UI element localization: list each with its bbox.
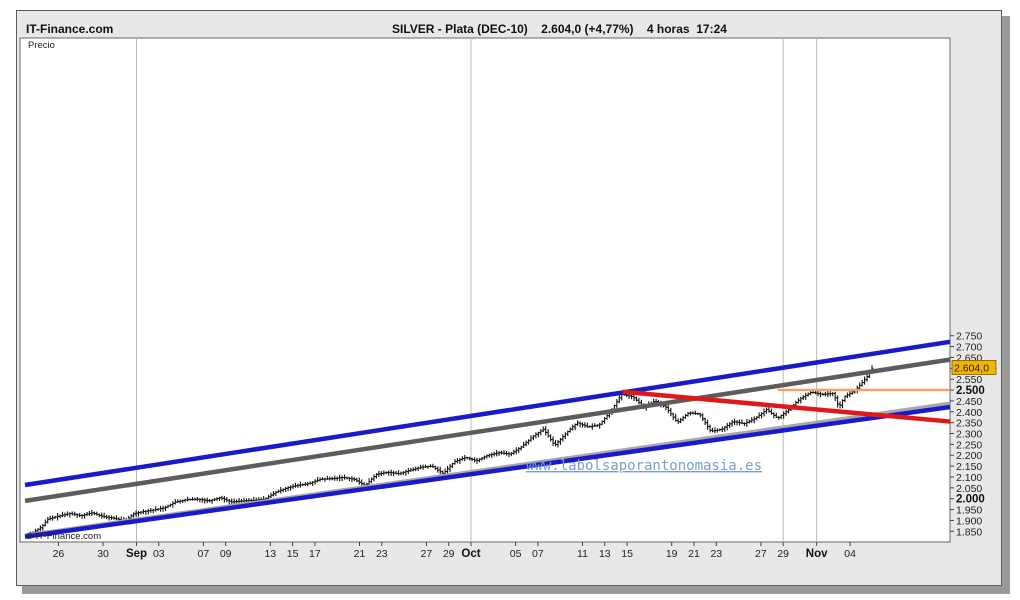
ticker-line: SILVER - Plata (DEC-10) 2.604,0 (+4,77%)…	[392, 22, 727, 36]
y-tick-label: 2.250	[956, 439, 982, 451]
x-tick-label: 03	[153, 548, 165, 560]
trendline-lower-channel	[24, 404, 951, 539]
y-tick-label: 2.400	[956, 407, 982, 419]
x-tick-label: 26	[53, 548, 65, 560]
x-tick-label: 27	[421, 548, 433, 560]
x-tick-label: 05	[510, 548, 522, 560]
y-tick-label: 2.700	[956, 342, 982, 354]
y-tick-label: 2.350	[956, 418, 982, 430]
y-tick-label: 2.300	[956, 429, 982, 441]
trendline-downtrend	[622, 389, 951, 424]
plot-area	[19, 37, 951, 543]
copyright-label: © IT-Finance.com	[26, 531, 101, 542]
panel-label: Precio	[28, 40, 55, 51]
x-tick-label: 15	[287, 548, 299, 560]
x-tick-label: 19	[666, 548, 678, 560]
candles	[28, 365, 874, 537]
x-tick-label: 09	[220, 548, 232, 560]
x-tick-label: 21	[354, 548, 366, 560]
x-tick-label: 13	[599, 548, 611, 560]
x-tick-label: 17	[309, 548, 321, 560]
y-axis-ticks: 1.8501.9001.9502.0002.0502.1002.1502.200…	[950, 331, 985, 538]
x-tick-label: Sep	[126, 548, 147, 560]
y-tick-label: 2.500	[956, 385, 985, 397]
x-tick-label: Nov	[806, 548, 828, 560]
x-tick-label: 27	[755, 548, 767, 560]
trendlines	[24, 339, 951, 539]
x-tick-label: 07	[532, 548, 544, 560]
x-tick-label: 13	[264, 548, 276, 560]
current-price-label: 2.604,0	[954, 362, 989, 374]
price-tag-group: 2.604,0	[951, 360, 997, 375]
y-tick-label: 2.550	[956, 374, 982, 386]
chart-header: IT-Finance.com SILVER - Plata (DEC-10) 2…	[20, 20, 952, 38]
x-tick-label: 29	[443, 548, 455, 560]
x-tick-label: 04	[844, 548, 856, 560]
x-tick-label: 15	[621, 548, 633, 560]
trendline-upper-channel	[24, 339, 951, 488]
x-tick-label: 29	[777, 548, 789, 560]
vertical-grid	[136, 38, 818, 542]
x-tick-label: 23	[376, 548, 388, 560]
x-tick-label: 30	[97, 548, 109, 560]
y-tick-label: 2.000	[956, 494, 985, 506]
y-tick-label: 1.950	[956, 505, 982, 517]
y-tick-label: 2.100	[956, 472, 982, 484]
y-tick-label: 2.050	[956, 483, 982, 495]
x-tick-label: 23	[710, 548, 722, 560]
x-axis-ticks: 26 30 Sep 03 07 09 13 15 17 21 23 27 29 Oct 05 07 11 13 15…	[53, 542, 856, 560]
y-tick-label: 2.150	[956, 461, 982, 473]
x-tick-label: Oct	[461, 548, 480, 560]
x-tick-label: 21	[688, 548, 700, 560]
current-price-tag	[951, 360, 997, 375]
y-tick-label: 2.750	[956, 331, 982, 343]
x-tick-label: 07	[198, 548, 210, 560]
y-axis-panel	[950, 38, 1000, 542]
y-tick-label: 2.450	[956, 396, 982, 408]
watermark-link[interactable]: www.labolsaporantonomasia.es	[526, 458, 762, 474]
y-tick-label: 1.900	[956, 515, 982, 527]
y-tick-label: 2.200	[956, 450, 982, 462]
site-name: IT-Finance.com	[26, 22, 114, 36]
y-tick-label: 1.850	[956, 526, 982, 538]
trendline-midline	[24, 357, 951, 504]
x-tick-label: 11	[577, 548, 588, 560]
